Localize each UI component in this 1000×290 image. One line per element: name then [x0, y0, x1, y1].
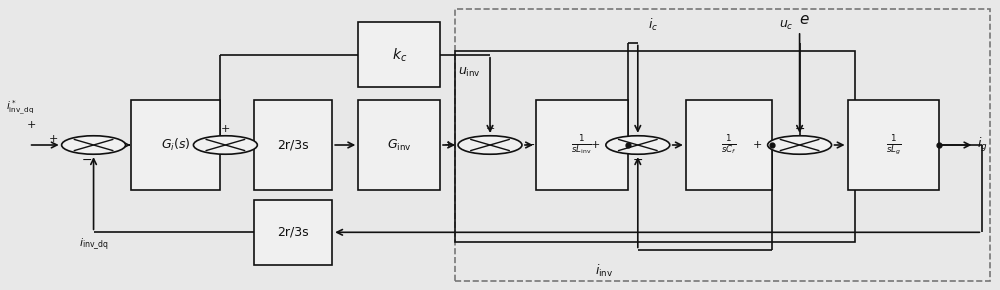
Circle shape	[193, 136, 257, 154]
Text: $u_c$: $u_c$	[779, 19, 794, 32]
Circle shape	[606, 136, 670, 154]
FancyBboxPatch shape	[848, 100, 939, 190]
Text: +: +	[49, 135, 58, 144]
Text: 2r/3s: 2r/3s	[277, 226, 309, 239]
Text: $e$: $e$	[799, 12, 810, 27]
Text: +: +	[485, 124, 495, 135]
Text: $G_{\mathrm{inv}}$: $G_{\mathrm{inv}}$	[387, 137, 411, 153]
Text: +: +	[27, 120, 36, 130]
Text: $i_{\mathrm{inv}}$: $i_{\mathrm{inv}}$	[595, 262, 613, 279]
Text: +: +	[443, 140, 453, 150]
FancyBboxPatch shape	[131, 100, 220, 190]
Text: $\frac{1}{sL_g}$: $\frac{1}{sL_g}$	[886, 133, 901, 157]
Circle shape	[62, 136, 126, 154]
Text: $\frac{1}{sL_{\mathrm{inv}}}$: $\frac{1}{sL_{\mathrm{inv}}}$	[571, 133, 592, 157]
FancyBboxPatch shape	[254, 200, 332, 265]
FancyBboxPatch shape	[536, 100, 628, 190]
Text: $\frac{1}{sC_f}$: $\frac{1}{sC_f}$	[721, 133, 736, 157]
Circle shape	[458, 136, 522, 154]
Text: −: −	[794, 123, 805, 136]
Text: +: +	[591, 140, 601, 150]
Text: 2r/3s: 2r/3s	[277, 139, 309, 151]
Text: +: +	[753, 140, 762, 150]
Text: +: +	[221, 124, 230, 135]
Text: $i_g$: $i_g$	[977, 136, 988, 154]
Text: $u_{\mathrm{inv}}$: $u_{\mathrm{inv}}$	[458, 66, 481, 79]
Text: −: −	[633, 153, 643, 166]
Text: $k_c$: $k_c$	[392, 46, 407, 64]
FancyBboxPatch shape	[254, 100, 332, 190]
Text: −: −	[525, 139, 535, 151]
Text: $i_c$: $i_c$	[648, 17, 658, 33]
Text: $G_i(s)$: $G_i(s)$	[161, 137, 190, 153]
Text: $i^*_{\mathrm{inv\_dq}}$: $i^*_{\mathrm{inv\_dq}}$	[6, 98, 34, 117]
Circle shape	[768, 136, 832, 154]
FancyBboxPatch shape	[686, 100, 772, 190]
FancyBboxPatch shape	[358, 100, 440, 190]
FancyBboxPatch shape	[358, 22, 440, 87]
Text: $i_{\mathrm{inv\_dq}}$: $i_{\mathrm{inv\_dq}}$	[79, 236, 109, 252]
Text: −: −	[82, 153, 92, 166]
